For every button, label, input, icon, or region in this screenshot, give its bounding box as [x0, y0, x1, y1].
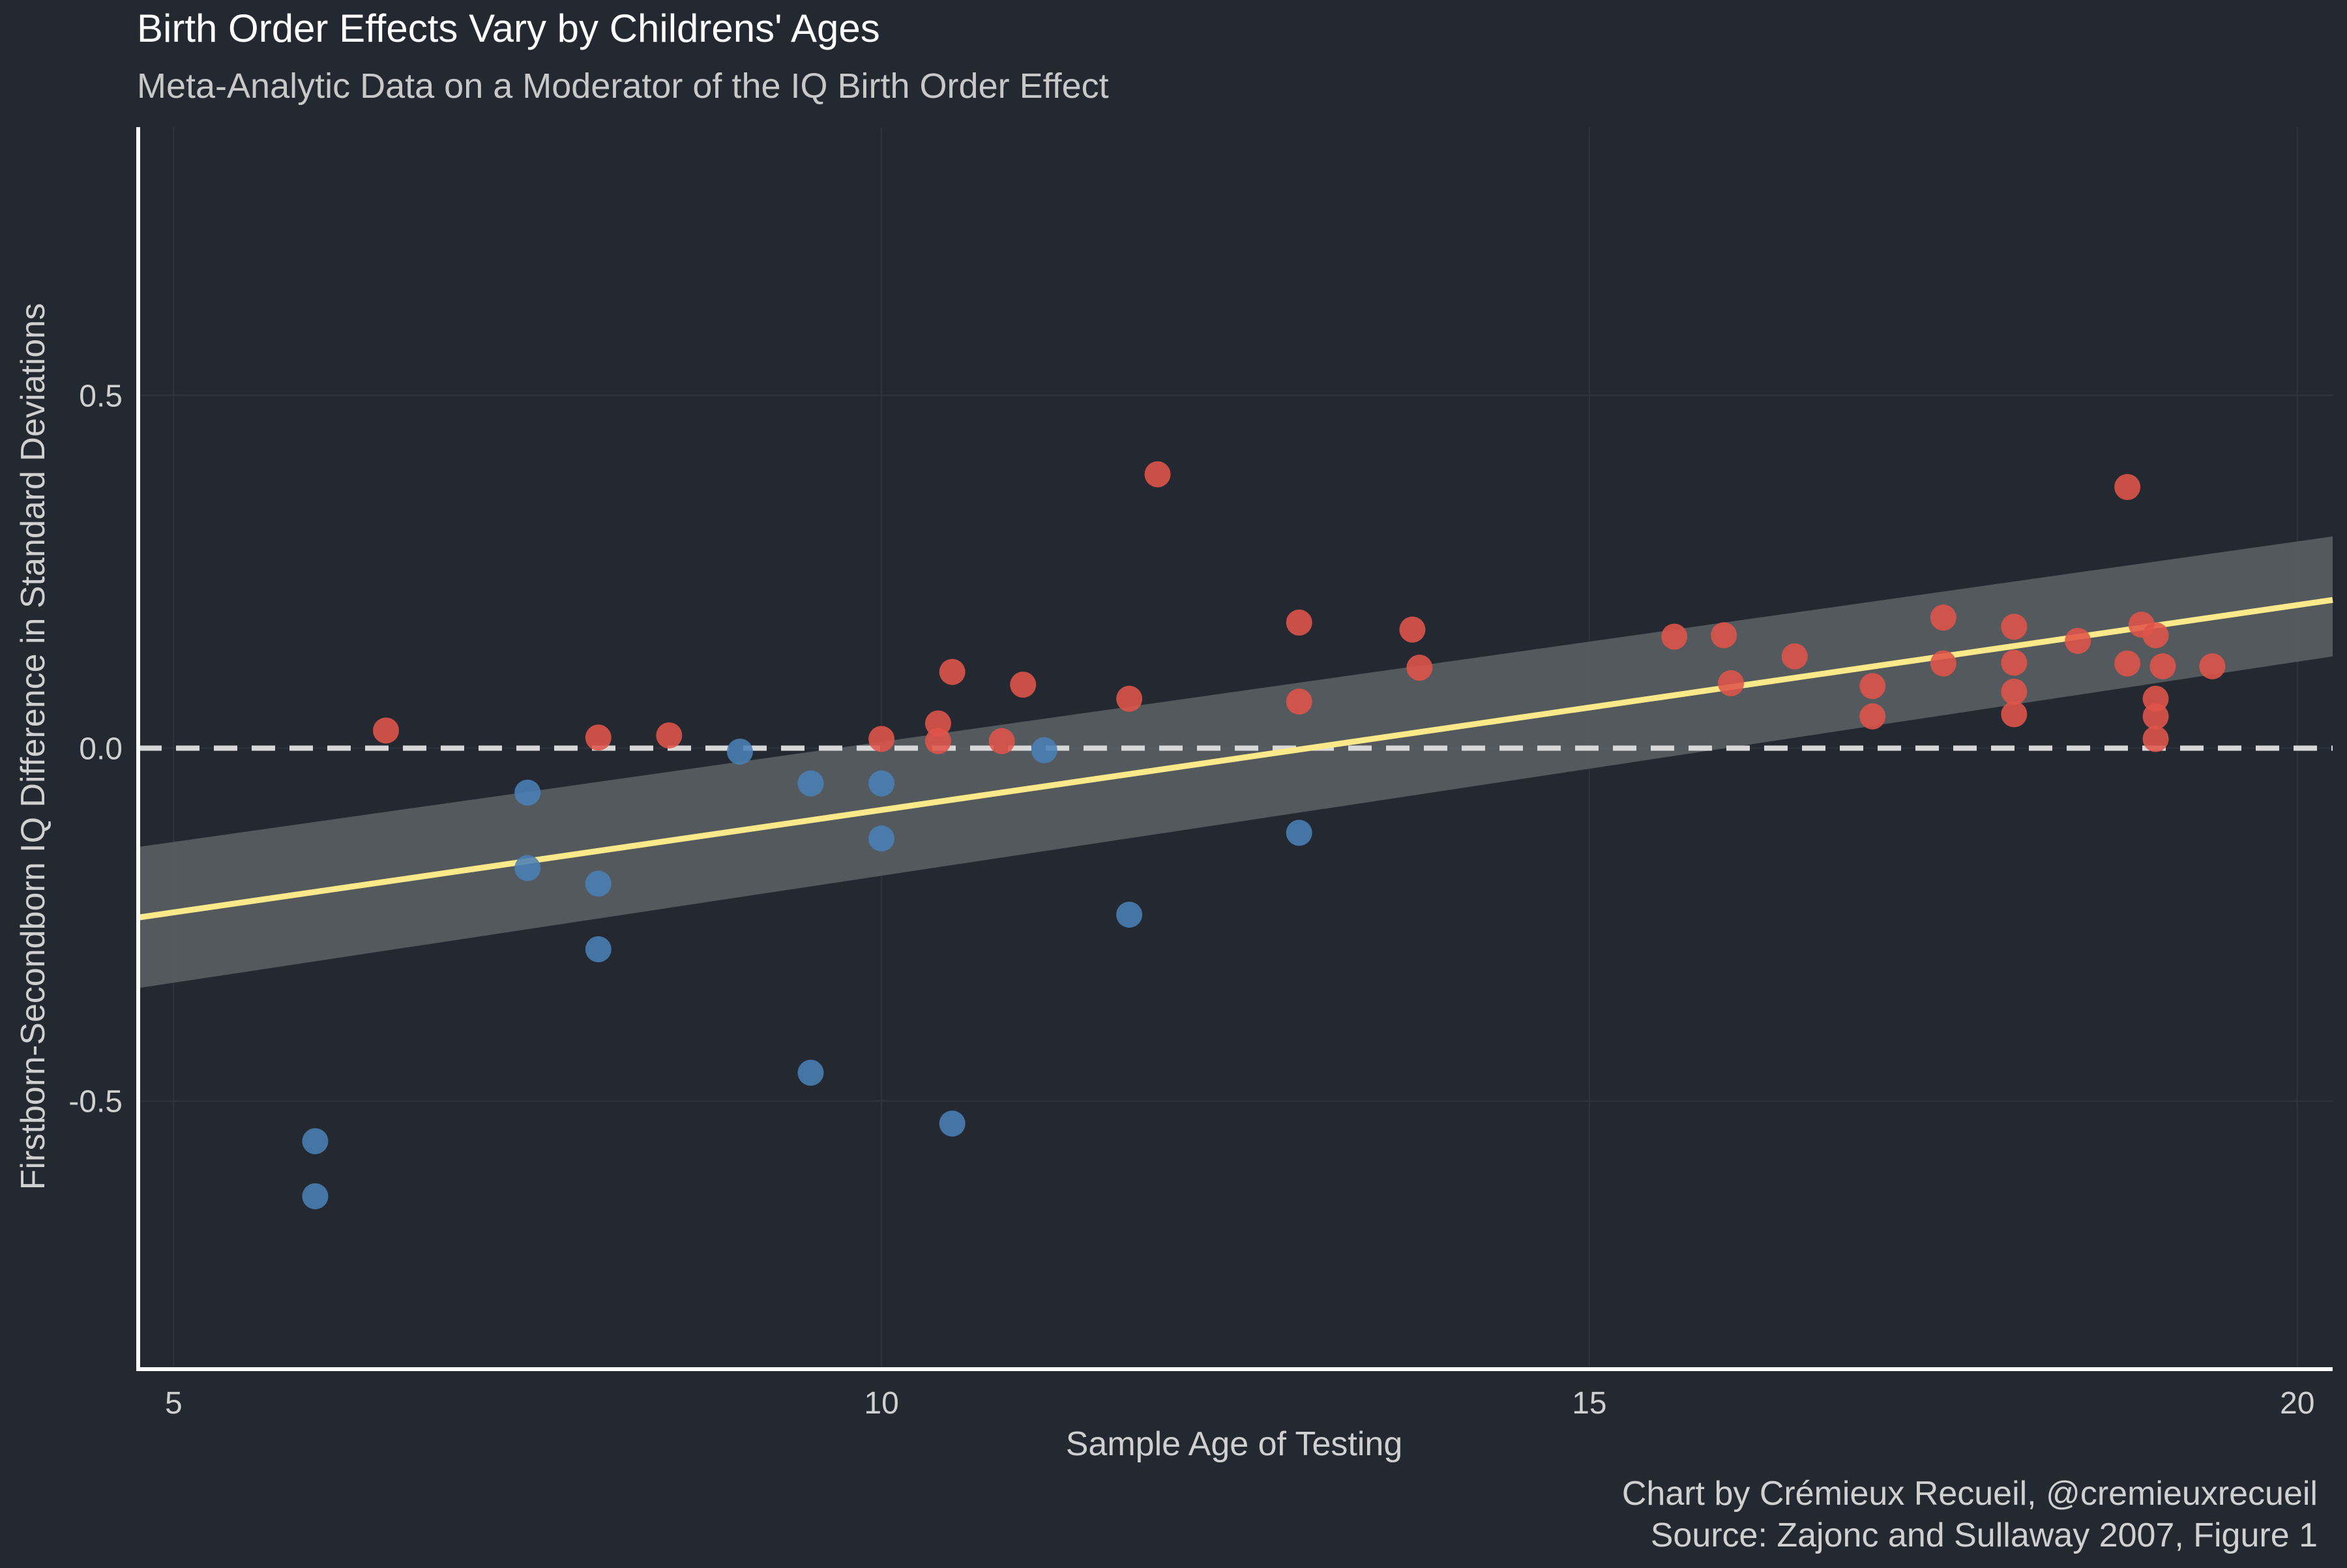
data-point — [2065, 627, 2091, 654]
data-point — [1859, 703, 1886, 730]
data-point — [939, 1110, 966, 1137]
data-point — [1116, 901, 1143, 928]
data-point — [939, 658, 966, 685]
data-point — [1718, 670, 1745, 696]
x-tick-label: 20 — [2280, 1386, 2314, 1421]
data-point — [797, 770, 824, 797]
y-axis-label: Firstborn-Secondborn IQ Difference in St… — [14, 303, 52, 1190]
data-point — [302, 1183, 329, 1209]
data-point — [1031, 737, 1057, 763]
data-points — [302, 461, 2226, 1209]
data-point — [1144, 461, 1171, 488]
data-point — [2001, 649, 2028, 676]
data-point — [2114, 474, 2141, 501]
y-tick-label: 0.5 — [79, 379, 123, 413]
x-tick-label: 10 — [864, 1386, 898, 1421]
data-point — [924, 728, 951, 754]
data-point — [1930, 604, 1956, 631]
data-point — [373, 717, 400, 744]
data-point — [2001, 614, 2028, 640]
y-tick-label: 0.0 — [79, 732, 123, 767]
x-tick-label: 15 — [1572, 1386, 1606, 1421]
data-point — [868, 825, 895, 852]
data-point — [1406, 655, 1433, 681]
data-point — [585, 870, 612, 897]
data-point — [2142, 703, 2169, 730]
data-point — [988, 728, 1015, 754]
data-point — [726, 738, 753, 765]
data-point — [585, 724, 612, 751]
data-point — [1399, 616, 1426, 643]
data-point — [2001, 701, 2028, 728]
data-point — [2001, 678, 2028, 705]
chart-subtitle: Meta-Analytic Data on a Moderator of the… — [137, 67, 1109, 106]
data-point — [2142, 622, 2169, 649]
x-axis-label: Sample Age of Testing — [1066, 1425, 1403, 1463]
caption-credit: Chart by Crémieux Recueil, @cremieuxrecu… — [1622, 1475, 2318, 1513]
data-point — [514, 855, 541, 881]
caption-source: Source: Zajonc and Sullaway 2007, Figure… — [1651, 1516, 2318, 1554]
data-point — [868, 770, 895, 797]
tick-labels: 5 10 15 20 -0.5 0.0 0.5 — [68, 379, 2314, 1421]
data-point — [1286, 609, 1312, 636]
axes — [136, 127, 2333, 1371]
data-point — [514, 779, 541, 806]
data-point — [1711, 622, 1737, 649]
trend-line — [138, 597, 2333, 921]
data-point — [797, 1059, 824, 1086]
y-tick-label: -0.5 — [68, 1085, 123, 1119]
data-point — [1781, 643, 1808, 670]
data-point — [868, 726, 895, 752]
data-point — [2199, 653, 2226, 679]
trend-line-group — [138, 597, 2333, 921]
data-point — [2142, 726, 2169, 752]
data-point — [302, 1128, 329, 1155]
data-point — [1010, 672, 1037, 698]
data-point — [2114, 650, 2141, 677]
data-point — [1661, 623, 1688, 650]
data-point — [1116, 685, 1143, 712]
data-point — [1930, 650, 1956, 677]
data-point — [2149, 653, 2176, 679]
data-point — [585, 936, 612, 962]
data-point — [1859, 673, 1886, 700]
data-point — [656, 722, 683, 749]
chart-title: Birth Order Effects Vary by Childrens' A… — [137, 7, 880, 50]
data-point — [1286, 820, 1312, 846]
data-point — [1286, 688, 1312, 715]
x-tick-label: 5 — [165, 1386, 183, 1421]
